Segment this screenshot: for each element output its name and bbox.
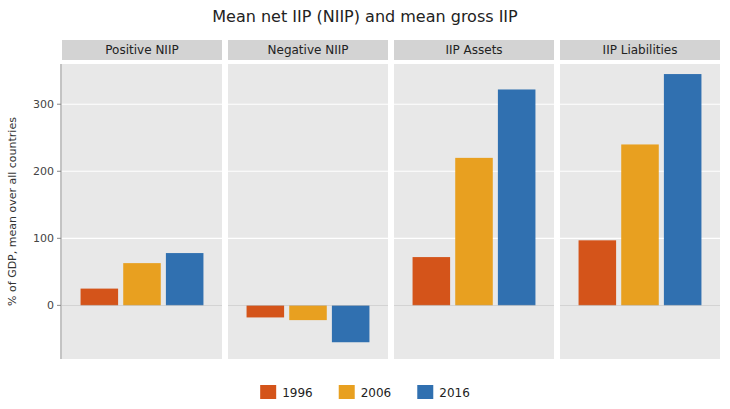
panel-label: Negative NIIP <box>268 43 349 57</box>
y-axis-line <box>61 64 62 359</box>
bar <box>332 305 370 342</box>
panel-header <box>228 40 388 60</box>
y-tick-label: 200 <box>33 165 54 178</box>
grid-line <box>62 104 222 105</box>
bar <box>664 74 702 305</box>
legend-item: 1996 <box>260 385 313 400</box>
bar <box>579 240 617 305</box>
grid-line <box>228 238 388 239</box>
panel-background <box>394 64 554 359</box>
zero-line <box>62 305 222 306</box>
bar <box>413 257 451 305</box>
y-tick <box>57 305 61 306</box>
grid-line <box>228 171 388 172</box>
legend-item: 2016 <box>417 385 470 400</box>
zero-line <box>560 305 720 306</box>
y-tick <box>57 104 61 105</box>
y-tick <box>57 238 61 239</box>
panel-header <box>560 40 720 60</box>
panel-label: IIP Assets <box>445 43 502 57</box>
grid-line <box>228 104 388 105</box>
panel: IIP Assets <box>394 40 554 359</box>
chart-container: Mean net IIP (NIIP) and mean gross IIP % … <box>0 0 730 409</box>
legend: 1996 2006 2016 <box>260 385 470 400</box>
legend-label: 2016 <box>439 386 470 400</box>
y-tick-label: 100 <box>33 232 54 245</box>
panel-label: Positive NIIP <box>105 43 178 57</box>
panel-background <box>62 64 222 359</box>
legend-item: 2006 <box>339 385 392 400</box>
chart-svg: Mean net IIP (NIIP) and mean gross IIP % … <box>0 0 730 409</box>
legend-swatch <box>417 385 433 399</box>
bar <box>123 263 161 305</box>
panel: Positive NIIP <box>62 40 222 359</box>
panel-background <box>560 64 720 359</box>
y-tick-label: 0 <box>47 299 54 312</box>
bars <box>579 74 702 305</box>
bar <box>289 305 327 320</box>
y-tick-label: 300 <box>33 98 54 111</box>
chart-title: Mean net IIP (NIIP) and mean gross IIP <box>212 7 518 26</box>
y-axis-label: % of GDP, mean over all countries <box>6 117 19 306</box>
y-tick <box>57 171 61 172</box>
panel-label: IIP Liabilities <box>603 43 678 57</box>
panel-header <box>394 40 554 60</box>
grid-line <box>62 238 222 239</box>
zero-line <box>228 305 388 306</box>
legend-swatch <box>339 385 355 399</box>
legend-label: 2006 <box>361 386 392 400</box>
legend-swatch <box>260 385 276 399</box>
bar <box>166 253 204 305</box>
panel: IIP Liabilities <box>560 40 720 359</box>
bar <box>621 144 659 305</box>
y-axis: 0 100 200 300 <box>33 64 61 359</box>
bar <box>81 289 119 306</box>
panel-background <box>228 64 388 359</box>
bar <box>455 158 493 306</box>
bars <box>247 305 370 342</box>
bars <box>81 253 204 305</box>
grid-line <box>62 171 222 172</box>
panel-header <box>62 40 222 60</box>
legend-label: 1996 <box>282 386 313 400</box>
zero-line <box>394 305 554 306</box>
bar <box>498 89 536 305</box>
panel: Negative NIIP <box>228 40 388 359</box>
bar <box>247 305 285 317</box>
bars <box>413 89 536 305</box>
